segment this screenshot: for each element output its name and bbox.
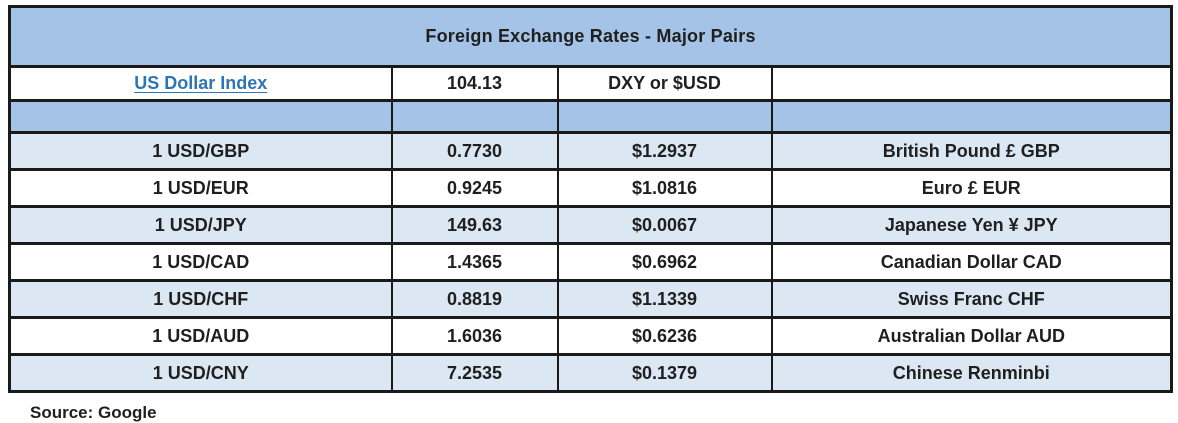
usd-value-cell: $0.0067 [556, 205, 773, 245]
table-row-jpy: 1 USD/JPY 149.63 $0.0067 Japanese Yen ¥ … [8, 205, 1173, 245]
rate-cell: 0.9245 [390, 168, 559, 208]
pair-cell: 1 USD/CHF [8, 279, 393, 319]
currency-name-cell: Euro £ EUR [770, 168, 1173, 208]
usd-value-cell: $0.6236 [556, 316, 773, 356]
pair-cell: 1 USD/GBP [8, 131, 393, 171]
table-row-chf: 1 USD/CHF 0.8819 $1.1339 Swiss Franc CHF [8, 279, 1173, 319]
rate-cell: 0.8819 [390, 279, 559, 319]
currency-name-cell: Japanese Yen ¥ JPY [770, 205, 1173, 245]
index-value-cell: 104.13 [390, 65, 559, 102]
currency-name-cell: British Pound £ GBP [770, 131, 1173, 171]
fx-rates-table: Foreign Exchange Rates - Major Pairs US … [8, 5, 1174, 393]
index-code-cell: DXY or $USD [556, 65, 773, 102]
pair-cell: 1 USD/JPY [8, 205, 393, 245]
usd-value-cell: $1.0816 [556, 168, 773, 208]
spacer-cell [390, 99, 559, 134]
us-dollar-index-row: US Dollar Index 104.13 DXY or $USD [8, 65, 1173, 102]
spacer-row [8, 99, 1173, 134]
rate-cell: 1.6036 [390, 316, 559, 356]
spacer-cell [556, 99, 773, 134]
spacer-cell [8, 99, 393, 134]
index-label-cell: US Dollar Index [8, 65, 393, 102]
table-title: Foreign Exchange Rates - Major Pairs [8, 5, 1173, 68]
usd-value-cell: $1.1339 [556, 279, 773, 319]
title-row: Foreign Exchange Rates - Major Pairs [8, 5, 1173, 68]
rate-cell: 0.7730 [390, 131, 559, 171]
pair-cell: 1 USD/CNY [8, 353, 393, 393]
usd-value-cell: $1.2937 [556, 131, 773, 171]
pair-cell: 1 USD/CAD [8, 242, 393, 282]
pair-cell: 1 USD/AUD [8, 316, 393, 356]
rate-cell: 149.63 [390, 205, 559, 245]
table-row-eur: 1 USD/EUR 0.9245 $1.0816 Euro £ EUR [8, 168, 1173, 208]
currency-name-cell: Canadian Dollar CAD [770, 242, 1173, 282]
usd-value-cell: $0.1379 [556, 353, 773, 393]
table-row-gbp: 1 USD/GBP 0.7730 $1.2937 British Pound £… [8, 131, 1173, 171]
table-row-aud: 1 USD/AUD 1.6036 $0.6236 Australian Doll… [8, 316, 1173, 356]
currency-name-cell: Chinese Renminbi [770, 353, 1173, 393]
rate-cell: 1.4365 [390, 242, 559, 282]
table-row-cad: 1 USD/CAD 1.4365 $0.6962 Canadian Dollar… [8, 242, 1173, 282]
spacer-cell [770, 99, 1173, 134]
table-row-cny: 1 USD/CNY 7.2535 $0.1379 Chinese Renminb… [8, 353, 1173, 393]
currency-name-cell: Swiss Franc CHF [770, 279, 1173, 319]
source-caption: Source: Google [30, 403, 157, 422]
currency-name-cell: Australian Dollar AUD [770, 316, 1173, 356]
usd-value-cell: $0.6962 [556, 242, 773, 282]
pair-cell: 1 USD/EUR [8, 168, 393, 208]
rate-cell: 7.2535 [390, 353, 559, 393]
us-dollar-index-link[interactable]: US Dollar Index [134, 73, 268, 93]
index-empty-cell [770, 65, 1173, 102]
